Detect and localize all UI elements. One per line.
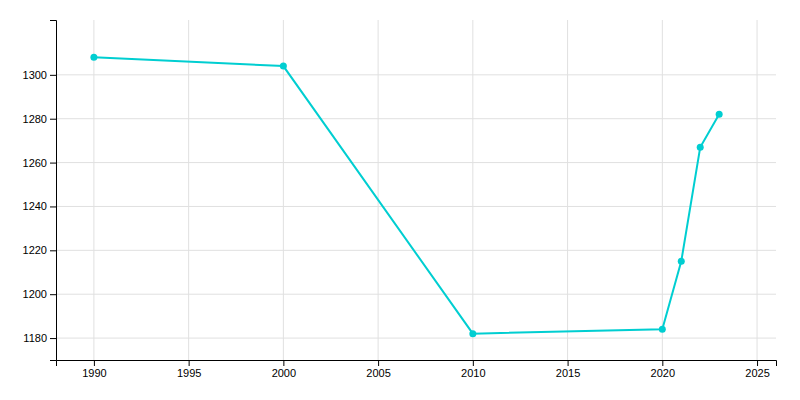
chart-container: 1990 1995 2000 2005 2010 2015 2020 2025 1180 1200… [0,0,800,400]
tick-label: 1280 [23,113,47,125]
tick: 1260 [23,157,56,169]
tick: 1240 [23,200,56,212]
tick-label: 1990 [82,367,106,379]
tick: 1300 [23,69,56,81]
grid-line-x [283,20,284,360]
grid-line-x [188,20,189,360]
y-axis: 1180 1200 1220 1240 1260 1280 1300 [23,21,57,361]
tick-mark [50,163,56,164]
tick-label: 2015 [556,367,580,379]
tick: 1280 [23,113,56,125]
tick-mark [378,360,379,366]
chart-svg: 1990 1995 2000 2005 2010 2015 2020 2025 1180 1200… [0,0,800,400]
tick-mark [50,206,56,207]
tick-mark [50,119,56,120]
point [469,330,476,337]
grid-line-y [56,118,776,119]
tick: 2005 [366,360,390,379]
grid-line-x [378,20,379,360]
tick: 2025 [745,360,769,379]
point [90,54,97,61]
tick-mark [662,360,663,366]
tick-mark [283,360,284,366]
grid-line-x [757,20,758,360]
tick: 2020 [651,360,675,379]
tick: 1220 [23,244,56,256]
y-axis-line [50,21,57,361]
tick-label: 2005 [366,367,390,379]
grid-line-x [567,20,568,360]
tick-label: 2025 [745,367,769,379]
tick-label: 2010 [461,367,485,379]
line [94,57,719,333]
grid-line-y [56,250,776,251]
point [697,144,704,151]
tick-mark [50,294,56,295]
tick-label: 1995 [177,367,201,379]
tick: 2015 [556,360,580,379]
grid-line-y [56,74,776,75]
tick-mark [473,360,474,366]
plot-area: 1990 1995 2000 2005 2010 2015 2020 2025 1180 1200… [23,20,777,379]
point [678,258,685,265]
tick-label: 1200 [23,288,47,300]
grid-line-y [56,338,776,339]
grid-line-x [472,20,473,360]
grid-line-x [662,20,663,360]
point [659,326,666,333]
tick-mark [757,360,758,366]
tick-label: 1220 [23,244,47,256]
tick-mark [189,360,190,366]
tick-mark [94,360,95,366]
x-axis-line [57,361,777,367]
tick: 1200 [23,288,56,300]
tick-label: 1180 [23,332,47,344]
grid-line-x [93,20,94,360]
tick-label: 1300 [23,69,47,81]
tick-label: 1260 [23,157,47,169]
grid-line-y [56,206,776,207]
grid-line-y [56,294,776,295]
tick: 1995 [177,360,201,379]
tick: 2010 [461,360,485,379]
point [716,111,723,118]
tick-mark [50,250,56,251]
tick-mark [568,360,569,366]
tick: 2000 [272,360,296,379]
point [280,63,287,70]
grid-line-y [56,162,776,163]
tick-label: 2020 [651,367,675,379]
tick-label: 1240 [23,200,47,212]
marks [90,54,722,337]
grid [56,20,776,360]
tick: 1180 [23,332,56,344]
x-axis: 1990 1995 2000 2005 2010 2015 2020 2025 [57,360,777,379]
tick: 1990 [82,360,106,379]
tick-mark [50,338,56,339]
tick-mark [50,75,56,76]
tick-label: 2000 [272,367,296,379]
